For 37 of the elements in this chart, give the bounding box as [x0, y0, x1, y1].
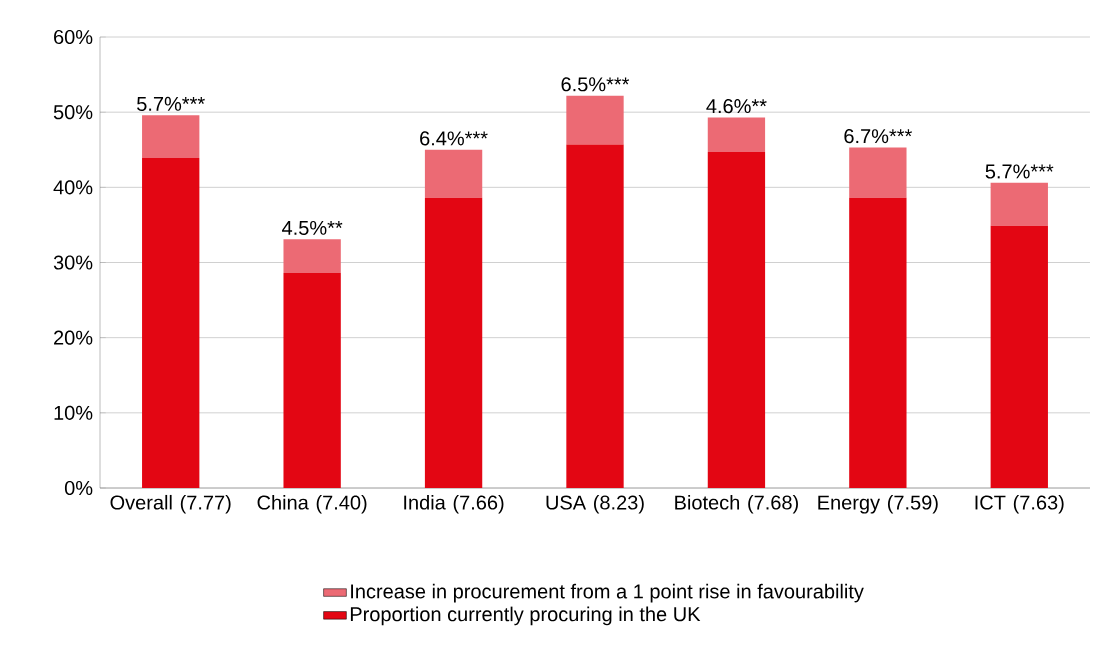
- y-tick-label: 10%: [54, 405, 93, 420]
- y-tick-label: 40%: [53, 180, 93, 195]
- bar: [849, 197, 907, 488]
- y-tick-label: 0%: [64, 480, 93, 496]
- data-label: 6.5%***: [561, 77, 630, 92]
- y-tick-label: 20%: [54, 330, 93, 345]
- bar: [424, 149, 483, 198]
- data-label: 6.4%***: [420, 131, 488, 146]
- bar: [707, 152, 766, 488]
- bar: [990, 182, 1048, 226]
- bar: [849, 147, 907, 198]
- x-tick-label: USA (8.23): [546, 494, 644, 514]
- y-tick-label: 50%: [53, 105, 93, 120]
- legend-label: Increase in procurement from a 1 point rise in favourability: [351, 583, 864, 603]
- legend-label: Proportion currently procuring in the UK: [350, 606, 701, 626]
- bar: [424, 197, 483, 488]
- data-label: 6.7%***: [844, 129, 912, 144]
- data-label: 4.6%**: [706, 99, 767, 114]
- x-tick-label: Overall (7.77): [110, 494, 231, 514]
- bar: [566, 95, 624, 145]
- x-tick-label: Biotech (7.68): [675, 494, 798, 514]
- x-tick-label: Energy (7.59): [818, 494, 938, 514]
- bar: [283, 239, 341, 274]
- bar: [142, 115, 200, 159]
- x-tick-label: ICT (7.63): [975, 494, 1064, 514]
- bar: [990, 225, 1048, 488]
- bar: [142, 158, 200, 488]
- y-tick-label: 60%: [54, 29, 93, 45]
- bar: [566, 144, 624, 488]
- data-label: 5.7%***: [985, 164, 1054, 179]
- x-tick-label: India (7.66): [404, 494, 504, 514]
- data-label: 5.7%***: [137, 96, 205, 111]
- y-tick-label: 30%: [53, 255, 93, 270]
- bar: [707, 117, 766, 153]
- x-tick-label: China (7.40): [257, 494, 367, 514]
- data-label: 4.5%**: [282, 220, 343, 235]
- bar: [283, 273, 341, 488]
